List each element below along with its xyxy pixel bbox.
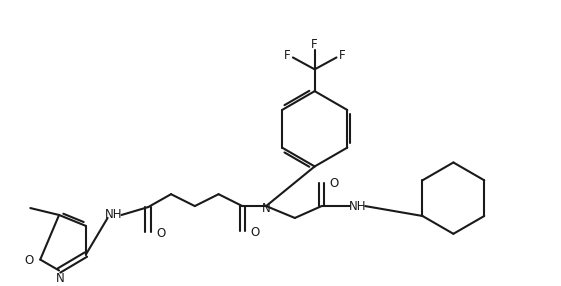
Text: N: N: [56, 272, 65, 285]
Text: F: F: [311, 38, 318, 51]
Text: O: O: [156, 227, 165, 240]
Text: F: F: [284, 49, 290, 62]
Text: N: N: [262, 202, 270, 214]
Text: NH: NH: [105, 208, 122, 221]
Text: NH: NH: [348, 200, 366, 212]
Text: O: O: [250, 226, 260, 239]
Text: O: O: [24, 254, 33, 267]
Text: F: F: [339, 49, 346, 62]
Text: O: O: [329, 177, 339, 190]
